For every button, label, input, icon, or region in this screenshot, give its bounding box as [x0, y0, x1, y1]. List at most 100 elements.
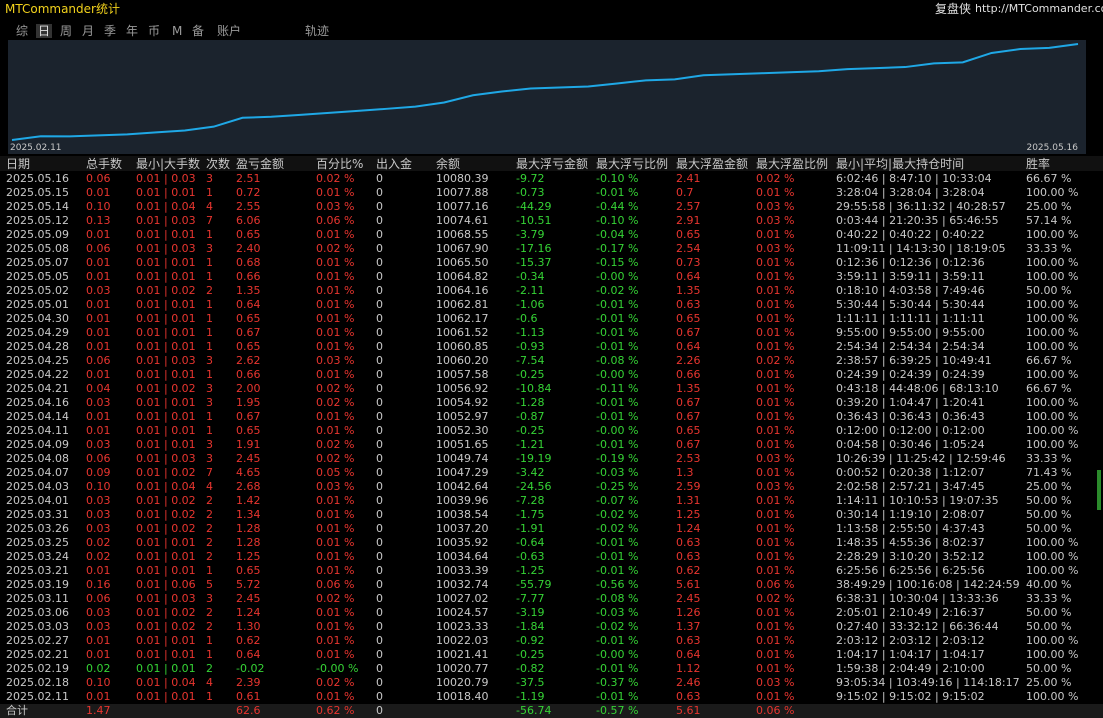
cell: -55.79 — [516, 578, 552, 591]
cell: 0.01 % — [316, 228, 355, 241]
cell: 1.12 — [676, 662, 701, 675]
brand: 复盘侠 — [935, 2, 972, 16]
cell: 0.01 % — [316, 284, 355, 297]
cell: 0 — [376, 536, 383, 549]
cell: 0.01 % — [316, 634, 355, 647]
cell: 0.03 % — [756, 200, 795, 213]
cell: 0.65 — [236, 424, 261, 437]
cell: 2025.03.24 — [6, 550, 69, 563]
cell: 0.01 % — [756, 368, 795, 381]
cell: -0.01 % — [596, 340, 639, 353]
cell: 1 — [206, 410, 213, 423]
tab[interactable]: 周 — [60, 24, 73, 38]
cell: 0.01 | 0.01 — [136, 410, 196, 423]
cell: 0.01 | 0.01 — [136, 424, 196, 437]
tab[interactable]: 日 — [36, 24, 53, 38]
cell: 0.01 | 0.01 — [136, 340, 196, 353]
cell: 100.00 % — [1026, 270, 1079, 283]
cell: 0.01 % — [316, 550, 355, 563]
cell: 6:38:31 | 10:30:04 | 13:33:36 — [836, 592, 999, 605]
cell: 2.39 — [236, 676, 261, 689]
cell: 0.03 — [86, 620, 111, 633]
tab[interactable]: 月 — [82, 24, 95, 38]
cell: 1 — [206, 340, 213, 353]
cell: 0.02 — [86, 550, 111, 563]
cell: 2.00 — [236, 382, 261, 395]
cell: 6.06 — [236, 214, 261, 227]
cell: 0.01 | 0.02 — [136, 606, 196, 619]
cell: 10056.92 — [436, 382, 489, 395]
cell: 0 — [376, 326, 383, 339]
cell: 0.01 % — [756, 312, 795, 325]
cell: 1.35 — [676, 284, 701, 297]
cell: 0.01 | 0.01 — [136, 690, 196, 703]
cell: 0.03 — [86, 284, 111, 297]
tab[interactable]: 币 — [148, 24, 161, 38]
tab[interactable]: 轨迹 — [305, 24, 330, 38]
cell: 2.41 — [676, 172, 701, 185]
cell: 2025.02.18 — [6, 676, 69, 689]
cell: 0.66 — [236, 270, 261, 283]
cell: 0.01 — [86, 256, 111, 269]
cell: 0.02 % — [316, 592, 355, 605]
cell: 33.33 % — [1026, 242, 1072, 255]
cell: 100.00 % — [1026, 550, 1079, 563]
cell: 2.45 — [676, 592, 701, 605]
cell: 5.61 — [676, 578, 701, 591]
tab[interactable]: 年 — [126, 24, 139, 38]
cell: -7.54 — [516, 354, 545, 367]
cell: 0.73 — [676, 256, 701, 269]
total-cell: 0.06 % — [756, 704, 795, 717]
cell: 66.67 % — [1026, 172, 1072, 185]
cell: 0.01 | 0.03 — [136, 592, 196, 605]
cell: 0 — [376, 354, 383, 367]
cell: -1.19 — [516, 690, 545, 703]
cell: -0.01 % — [596, 564, 639, 577]
cell: 0.01 | 0.01 — [136, 564, 196, 577]
cell: -17.16 — [516, 242, 552, 255]
cell: -0.92 — [516, 634, 545, 647]
cell: 0.06 — [86, 242, 111, 255]
cell: -0.25 % — [596, 480, 639, 493]
tab[interactable]: 备 — [192, 24, 205, 38]
tab[interactable]: M — [172, 24, 183, 38]
cell: 10021.41 — [436, 648, 489, 661]
cell: 10020.77 — [436, 662, 489, 675]
cell: -7.77 — [516, 592, 545, 605]
cell: 4.65 — [236, 466, 261, 479]
cell: -3.19 — [516, 606, 545, 619]
column-header: 最大浮盈比例 — [756, 157, 829, 171]
tab[interactable]: 季 — [104, 24, 117, 38]
cell: 0 — [376, 494, 383, 507]
cell: 10034.64 — [436, 550, 489, 563]
tab[interactable]: 账户 — [217, 24, 242, 38]
cell: 0.67 — [676, 396, 701, 409]
cell: 0 — [376, 466, 383, 479]
cell: -3.42 — [516, 466, 545, 479]
cell: 2:03:12 | 2:03:12 | 2:03:12 — [836, 634, 985, 647]
cell: 1.3 — [676, 466, 694, 479]
cell: 0.01 % — [316, 326, 355, 339]
cell: 2025.04.16 — [6, 396, 69, 409]
chart-end-label: 2025.05.16 — [1026, 143, 1078, 153]
cell: 0.01 % — [756, 256, 795, 269]
cell: 0.01 — [86, 634, 111, 647]
cell: 2.62 — [236, 354, 261, 367]
url[interactable]: http://MTCommander.com — [975, 2, 1103, 15]
tab[interactable]: 综 — [16, 24, 29, 38]
cell: 66.67 % — [1026, 354, 1072, 367]
cell: 33.33 % — [1026, 592, 1072, 605]
cell: 0.66 — [676, 368, 701, 381]
cell: -0.08 % — [596, 354, 639, 367]
cell: 0 — [376, 676, 383, 689]
cell: 3:28:04 | 3:28:04 | 3:28:04 — [836, 186, 985, 199]
cell: 2 — [206, 606, 213, 619]
cell: 3 — [206, 354, 213, 367]
cell: 0 — [376, 396, 383, 409]
cell: 1.95 — [236, 396, 261, 409]
cell: -0.82 — [516, 662, 545, 675]
cell: 2025.03.31 — [6, 508, 69, 521]
cell: 10080.39 — [436, 172, 489, 185]
cell: 0.01 % — [756, 634, 795, 647]
cell: 2 — [206, 284, 213, 297]
